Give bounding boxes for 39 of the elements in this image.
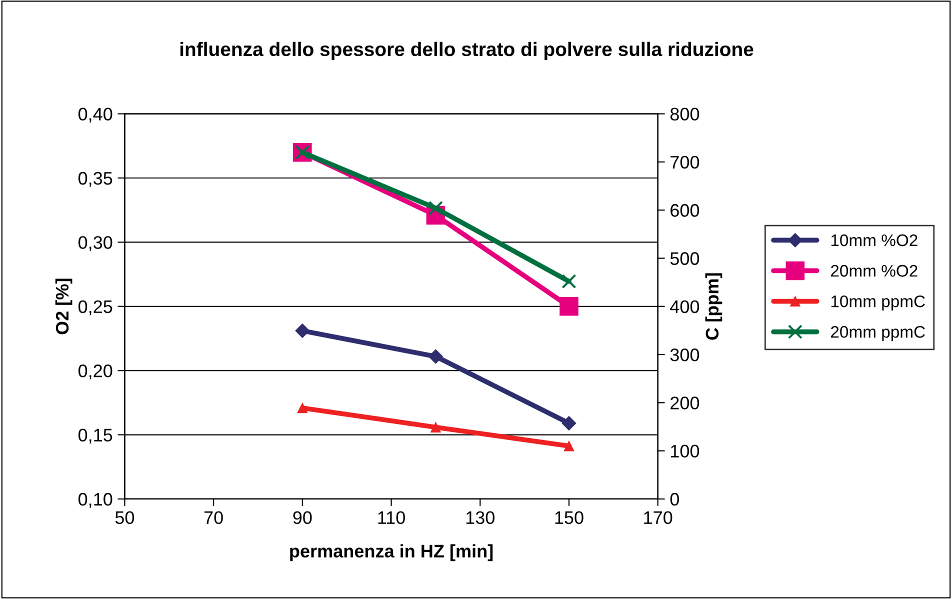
- y-tick-label: 0,40: [78, 108, 112, 123]
- y2-tick-label: 100: [671, 444, 700, 458]
- legend-label: 10mm ppmC: [831, 295, 925, 311]
- y-tick-label: 0,30: [78, 236, 112, 252]
- y2-tick-label: 200: [670, 396, 700, 410]
- point: [297, 402, 308, 414]
- legend-label: 20mm %O2: [831, 264, 918, 277]
- x-tick-label: 70: [204, 511, 223, 524]
- legend-label: 20mm ppmC: [831, 326, 925, 342]
- y-tick-label: 0,25: [78, 300, 112, 316]
- x-tick-label: 90: [293, 511, 312, 524]
- point: [562, 274, 576, 289]
- x-tick-label: 130: [466, 511, 494, 524]
- y-tick-label: 0,20: [78, 364, 112, 380]
- y2-tick-label: 300: [670, 348, 700, 362]
- point: [295, 324, 310, 338]
- legend-label: 10mm %O2: [831, 234, 918, 246]
- y-tick-label: 0,35: [78, 172, 112, 187]
- y2-tick-label: 0: [670, 492, 679, 506]
- y2-tick-label: 600: [670, 204, 700, 217]
- y-axis-title: O2 [%]: [55, 278, 72, 334]
- x-axis-title: permanenza in HZ [min]: [290, 544, 493, 562]
- y2-tick-label: 400: [670, 300, 700, 314]
- x-tick-label: 110: [378, 511, 405, 524]
- x-tick-label: 50: [115, 511, 134, 524]
- y-tick-label: 0,10: [78, 492, 112, 508]
- x-tick-label: 170: [644, 511, 672, 524]
- point: [560, 297, 578, 316]
- y2-tick-label: 700: [670, 156, 700, 169]
- y2-tick-label: 800: [670, 108, 700, 121]
- point: [564, 440, 574, 452]
- point: [562, 416, 576, 430]
- chart-title: influenza dello spessore dello strato di polvere sulla riduzione: [180, 42, 754, 60]
- y2-tick-label: 500: [670, 252, 700, 265]
- point: [430, 422, 441, 432]
- y2-axis-title: C [ppm]: [705, 273, 722, 340]
- y-tick-label: 0,15: [78, 428, 112, 444]
- point: [428, 349, 443, 364]
- x-tick-label: 150: [555, 511, 584, 524]
